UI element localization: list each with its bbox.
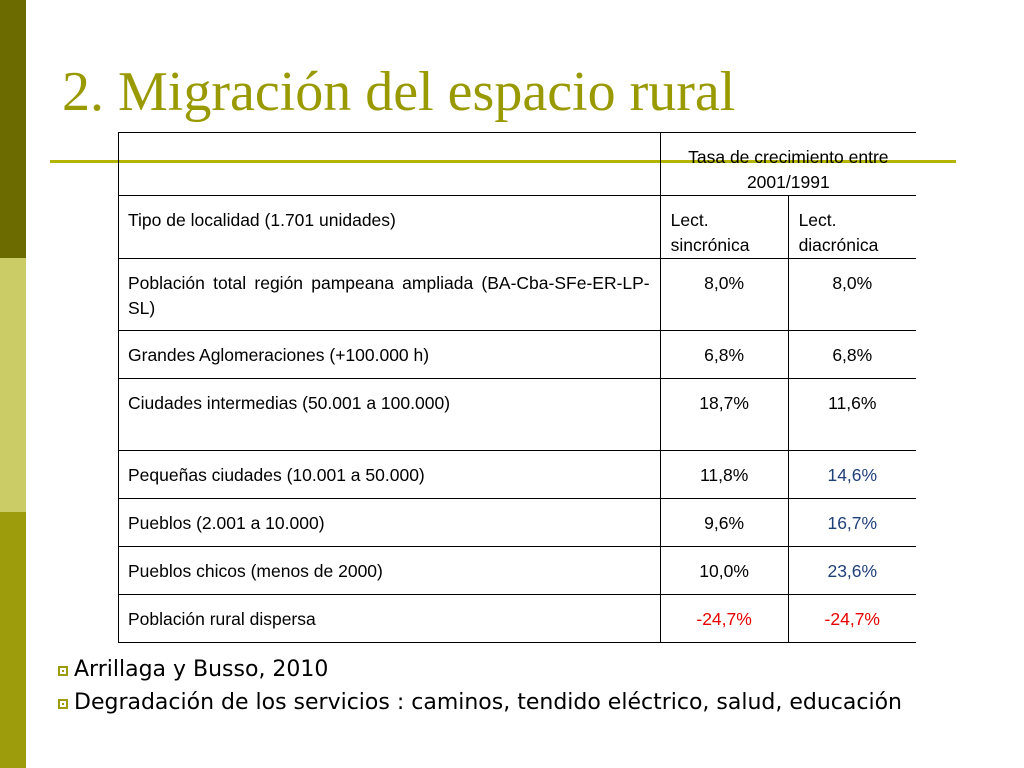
square-bullet-icon (58, 666, 68, 676)
row-diacronica: 8,0% (787, 258, 916, 331)
col-header-tipo: Tipo de localidad (1.701 unidades) (118, 195, 661, 259)
table-row: Pequeñas ciudades (10.001 a 50.000) 11,8… (118, 450, 916, 499)
table-row: Población rural dispersa -24,7% -24,7% (118, 594, 916, 643)
row-label: Población rural dispersa (118, 594, 661, 643)
bullet-list: Arrillaga y Busso, 2010 Degradación de l… (56, 656, 956, 722)
row-diacronica: -24,7% (787, 594, 916, 643)
table-row: Pueblos (2.001 a 10.000) 9,6% 16,7% (118, 498, 916, 547)
row-sincronica: 10,0% (659, 546, 789, 595)
header-empty-cell (118, 132, 661, 196)
row-label: Pequeñas ciudades (10.001 a 50.000) (118, 450, 661, 499)
square-bullet-icon (58, 699, 68, 709)
bullet-text: Degradación de los servicios : caminos, … (74, 690, 902, 715)
row-label: Pueblos chicos (menos de 2000) (118, 546, 661, 595)
row-diacronica: 16,7% (787, 498, 916, 547)
growth-rate-table: Tasa de crecimiento entre 2001/1991 Tipo… (118, 132, 916, 643)
row-label: Pueblos (2.001 a 10.000) (118, 498, 661, 547)
table-row: Población total región pampeana ampliada… (118, 258, 916, 331)
table-row: Ciudades intermedias (50.001 a 100.000) … (118, 378, 916, 451)
table-row: Pueblos chicos (menos de 2000) 10,0% 23,… (118, 546, 916, 595)
row-sincronica: 8,0% (659, 258, 789, 331)
row-sincronica: 9,6% (659, 498, 789, 547)
col-header-sincronica: Lect. sincrónica (659, 195, 789, 259)
col-header-diacronica: Lect. diacrónica (787, 195, 916, 259)
bullet-text: Arrillaga y Busso, 2010 (74, 657, 329, 682)
table-header-group-row: Tasa de crecimiento entre 2001/1991 (118, 132, 916, 196)
side-bar-light (0, 258, 26, 512)
table-header-row: Tipo de localidad (1.701 unidades) Lect.… (118, 195, 916, 259)
row-sincronica: -24,7% (659, 594, 789, 643)
table-row: Grandes Aglomeraciones (+100.000 h) 6,8%… (118, 330, 916, 379)
header-group-cell: Tasa de crecimiento entre 2001/1991 (659, 132, 916, 196)
row-diacronica: 14,6% (787, 450, 916, 499)
row-label: Grandes Aglomeraciones (+100.000 h) (118, 330, 661, 379)
bullet-item: Degradación de los servicios : caminos, … (56, 689, 956, 716)
side-bar-olive (0, 512, 26, 768)
side-bar-dark (0, 0, 26, 258)
row-diacronica: 11,6% (787, 378, 916, 451)
slide-title: 2. Migración del espacio rural (62, 61, 736, 123)
row-label: Ciudades intermedias (50.001 a 100.000) (118, 378, 661, 451)
row-diacronica: 23,6% (787, 546, 916, 595)
bullet-item: Arrillaga y Busso, 2010 (56, 656, 956, 683)
row-diacronica: 6,8% (787, 330, 916, 379)
row-sincronica: 18,7% (659, 378, 789, 451)
row-sincronica: 6,8% (659, 330, 789, 379)
row-sincronica: 11,8% (659, 450, 789, 499)
row-label: Población total región pampeana ampliada… (118, 258, 661, 331)
